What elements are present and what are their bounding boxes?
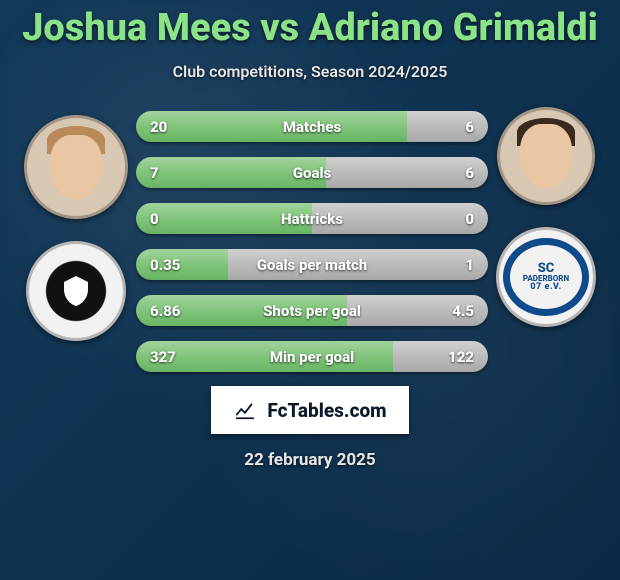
subtitle: Club competitions, Season 2024/2025	[173, 62, 448, 81]
bar-segment-right	[326, 157, 488, 188]
footer: FcTables.com 22 february 2025	[211, 386, 408, 470]
metric-label: Shots per goal	[263, 302, 361, 320]
value-right: 6	[465, 118, 474, 136]
player1-name: Joshua Mees	[22, 6, 251, 50]
brand-text: FcTables.com	[267, 399, 386, 422]
value-right: 4.5	[452, 302, 474, 320]
stat-bar: 6.86 4.5 Shots per goal	[136, 295, 488, 326]
value-right: 0	[465, 210, 474, 228]
value-right: 1	[465, 256, 474, 274]
stat-bar: 0 0 Hattricks	[136, 203, 488, 234]
team2-year: 07 e.V.	[530, 283, 561, 292]
value-left: 0.35	[150, 256, 180, 274]
value-right: 6	[465, 164, 474, 182]
team2-logo-circle: SC PADERBORN 07 e.V.	[503, 238, 589, 316]
main-row: 20 6 Matches 7 6 Goals 0 0 Hattricks 0.35 1 Goals p…	[0, 115, 620, 372]
stat-bar: 7 6 Goals	[136, 157, 488, 188]
value-right: 122	[448, 348, 474, 366]
team1-logo-inner	[40, 255, 112, 327]
comparison-title: Joshua Mees vs Adriano Grimaldi	[22, 6, 598, 50]
player1-avatar	[24, 115, 128, 219]
team1-logo	[26, 241, 126, 341]
left-column	[24, 115, 128, 341]
stat-bar: 0.35 1 Goals per match	[136, 249, 488, 280]
metric-label: Min per goal	[270, 348, 354, 366]
bars-container: 20 6 Matches 7 6 Goals 0 0 Hattricks 0.35 1 Goals p…	[136, 111, 488, 372]
team2-logo: SC PADERBORN 07 e.V.	[496, 227, 596, 327]
value-left: 0	[150, 210, 159, 228]
player2-name: Adriano Grimaldi	[309, 6, 598, 50]
metric-label: Matches	[283, 118, 341, 136]
value-left: 327	[150, 348, 176, 366]
bar-segment-right	[407, 111, 488, 142]
metric-label: Goals	[293, 164, 331, 182]
vs-label: vs	[260, 6, 299, 50]
metric-label: Hattricks	[281, 210, 343, 228]
right-column: SC PADERBORN 07 e.V.	[496, 107, 596, 327]
avatar-face	[520, 124, 572, 188]
stat-bar: 327 122 Min per goal	[136, 341, 488, 372]
metric-label: Goals per match	[257, 256, 367, 274]
value-left: 6.86	[150, 302, 180, 320]
value-left: 7	[150, 164, 159, 182]
bar-segment-left	[136, 111, 407, 142]
player2-avatar	[497, 107, 595, 205]
infographic-root: Joshua Mees vs Adriano Grimaldi Club com…	[0, 0, 620, 470]
value-left: 20	[150, 118, 167, 136]
brand-box: FcTables.com	[211, 386, 408, 434]
chart-icon	[233, 398, 257, 422]
date-label: 22 february 2025	[244, 450, 375, 470]
stat-bar: 20 6 Matches	[136, 111, 488, 142]
avatar-face	[50, 135, 102, 199]
